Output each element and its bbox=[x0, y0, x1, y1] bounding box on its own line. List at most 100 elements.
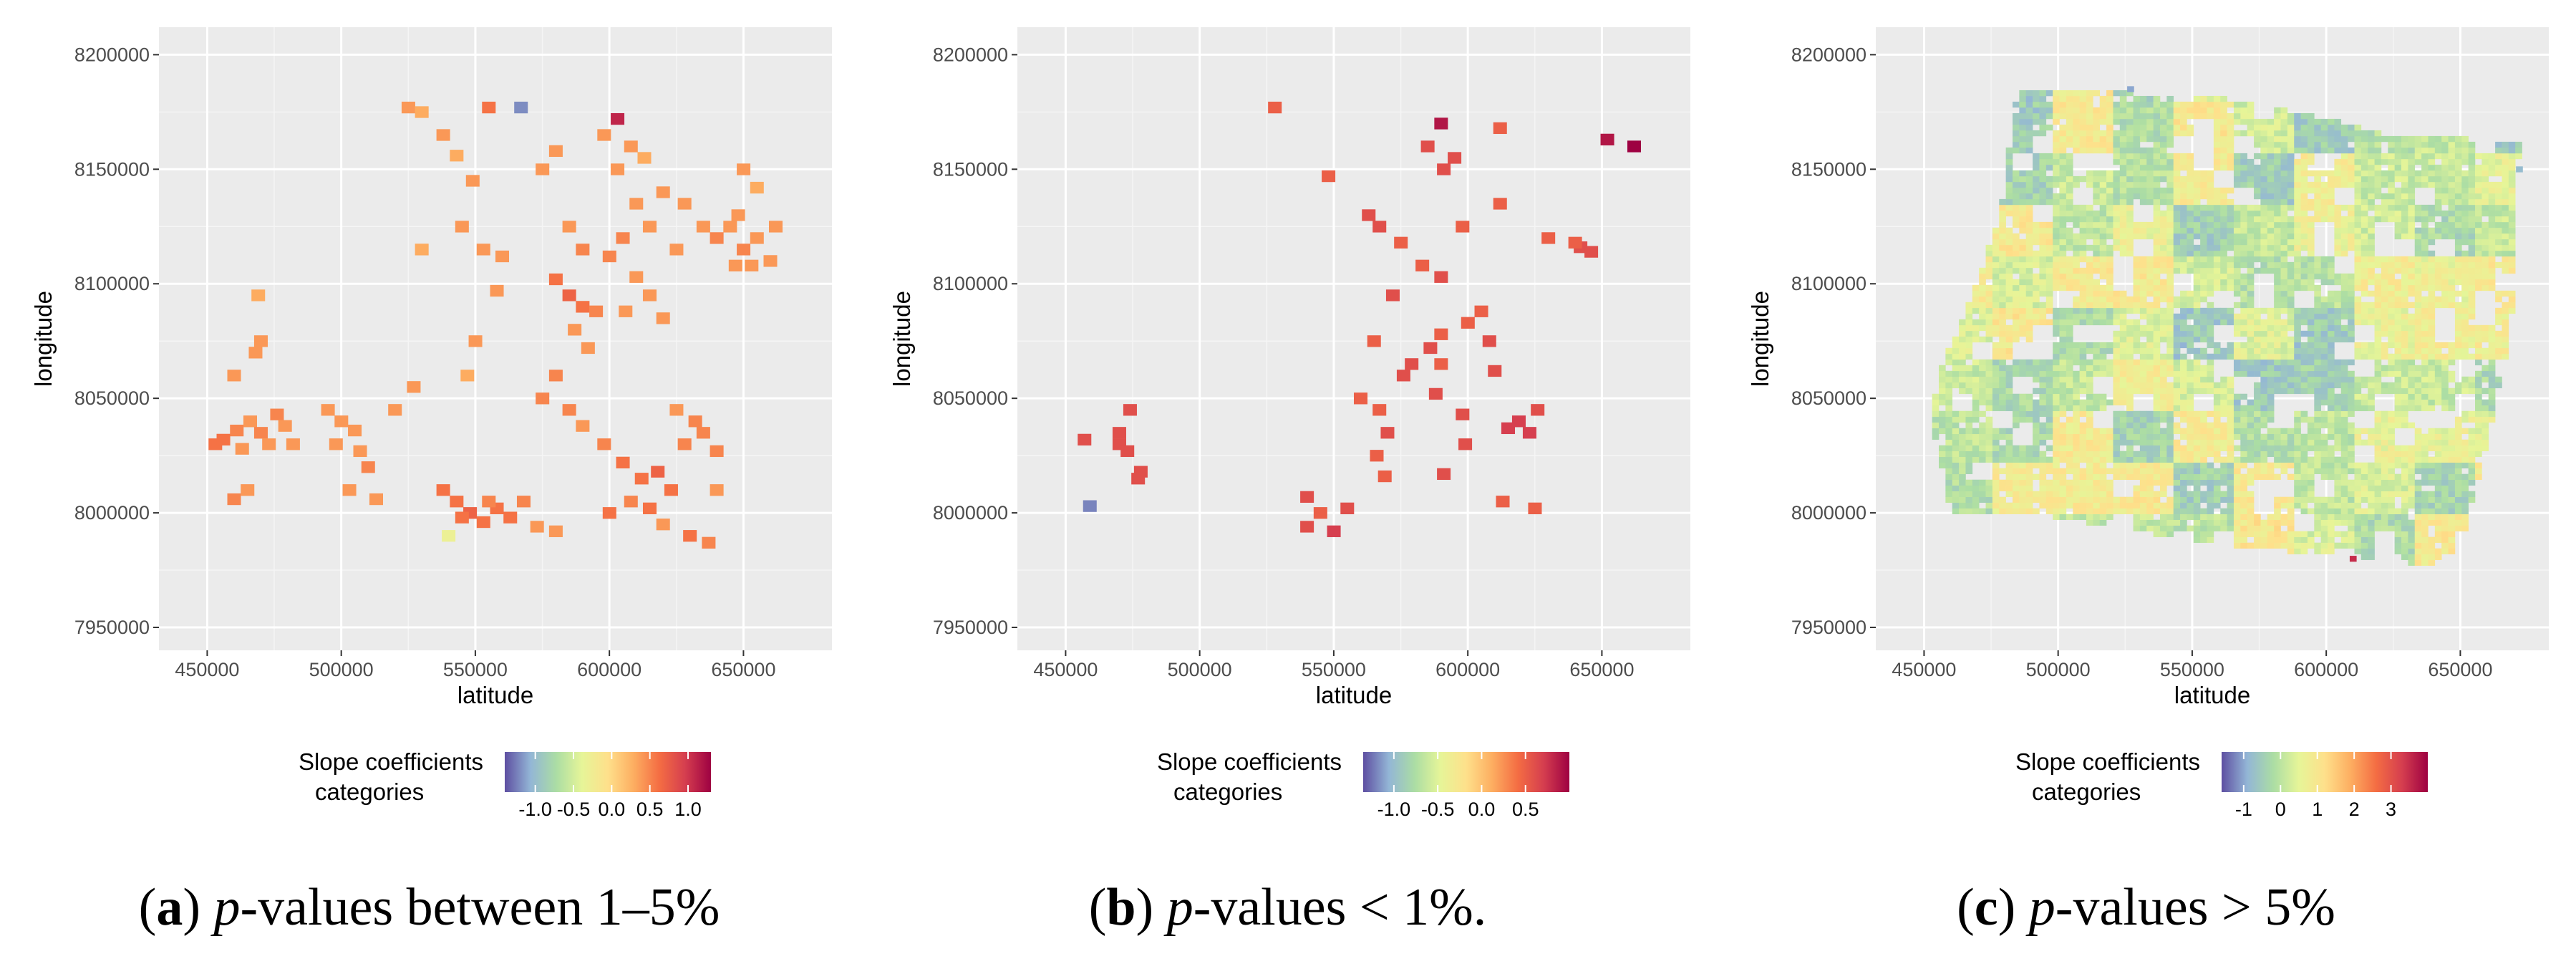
heatmap-cell bbox=[2099, 210, 2107, 217]
heatmap-cell bbox=[2166, 456, 2174, 463]
heatmap-cell bbox=[2213, 519, 2221, 526]
heatmap-cell bbox=[2294, 221, 2301, 228]
heatmap-cell bbox=[2428, 479, 2436, 486]
heatmap-cell bbox=[1972, 491, 1980, 497]
heatmap-cell bbox=[2274, 112, 2281, 120]
heatmap-cell bbox=[2454, 187, 2462, 194]
heatmap-cell bbox=[2374, 130, 2382, 137]
heatmap-cell bbox=[1945, 468, 1953, 475]
heatmap-cell bbox=[2233, 393, 2241, 400]
heatmap-cell bbox=[2133, 124, 2141, 131]
heatmap-cell bbox=[2200, 428, 2207, 435]
heatmap-cell bbox=[1972, 428, 1980, 435]
heatmap-cell bbox=[2307, 416, 2315, 423]
heatmap-cell bbox=[2045, 238, 2053, 246]
heatmap-cell bbox=[2388, 147, 2395, 154]
heatmap-cell bbox=[2139, 221, 2147, 228]
heatmap-cell bbox=[2099, 393, 2107, 400]
heatmap-cell bbox=[2005, 502, 2013, 508]
heatmap-cell bbox=[2408, 387, 2416, 395]
heatmap-cell bbox=[2139, 479, 2147, 486]
heatmap-cell bbox=[677, 198, 692, 210]
heatmap-cell bbox=[2401, 336, 2408, 343]
heatmap-cell bbox=[2045, 198, 2053, 206]
heatmap-cell bbox=[2012, 491, 2020, 497]
heatmap-cell bbox=[2106, 198, 2113, 206]
heatmap-cell bbox=[2388, 450, 2395, 458]
heatmap-cell bbox=[2133, 141, 2141, 148]
heatmap-cell bbox=[2033, 496, 2040, 503]
heatmap-cell bbox=[2381, 387, 2388, 395]
heatmap-cell bbox=[2381, 302, 2388, 309]
heatmap-cell bbox=[2334, 473, 2342, 481]
heatmap-cell bbox=[495, 250, 510, 263]
heatmap-cell bbox=[2099, 302, 2107, 309]
heatmap-cell bbox=[2340, 542, 2348, 549]
heatmap-cell bbox=[2233, 519, 2241, 526]
heatmap-cell bbox=[2193, 450, 2201, 458]
heatmap-cell bbox=[2059, 187, 2067, 194]
heatmap-cell bbox=[2073, 284, 2080, 291]
heatmap-cell bbox=[2280, 519, 2288, 526]
heatmap-cell bbox=[2340, 508, 2348, 514]
heatmap-cell bbox=[2059, 508, 2067, 514]
heatmap-cell bbox=[2434, 135, 2442, 143]
heatmap-cell bbox=[2454, 175, 2462, 183]
heatmap-cell bbox=[2220, 393, 2227, 400]
heatmap-cell bbox=[1979, 456, 1986, 463]
heatmap-cell bbox=[2254, 382, 2261, 389]
heatmap-cell bbox=[2093, 433, 2101, 440]
heatmap-cell bbox=[2401, 158, 2408, 165]
heatmap-cell bbox=[2461, 428, 2469, 435]
heatmap-cell bbox=[2166, 324, 2174, 332]
heatmap-cell bbox=[2461, 204, 2469, 211]
heatmap-cell bbox=[2240, 233, 2247, 240]
heatmap-cell bbox=[2133, 496, 2141, 503]
heatmap-cell bbox=[2133, 147, 2141, 154]
heatmap-cell bbox=[2314, 342, 2321, 349]
heatmap-cell bbox=[2408, 542, 2416, 549]
heatmap-cell bbox=[2328, 514, 2335, 520]
heatmap-cell bbox=[1999, 330, 2006, 337]
heatmap-cell bbox=[2093, 485, 2101, 492]
heatmap-cell bbox=[2381, 216, 2388, 223]
heatmap-cell bbox=[2334, 279, 2342, 286]
heatmap-cell bbox=[1300, 521, 1314, 533]
heatmap-cell bbox=[2005, 393, 2013, 400]
heatmap-cell bbox=[2073, 439, 2080, 446]
heatmap-cell bbox=[2113, 244, 2121, 251]
heatmap-cell bbox=[2193, 410, 2201, 418]
heatmap-cell bbox=[2360, 170, 2368, 177]
heatmap-cell bbox=[2414, 210, 2422, 217]
heatmap-cell bbox=[2388, 216, 2395, 223]
heatmap-cell bbox=[2368, 204, 2375, 211]
heatmap-cell bbox=[2348, 422, 2355, 429]
heatmap-cell bbox=[2448, 370, 2456, 377]
heatmap-cell bbox=[2461, 525, 2469, 531]
heatmap-cell bbox=[2314, 198, 2321, 206]
heatmap-cell bbox=[2300, 479, 2308, 486]
heatmap-cell bbox=[2360, 164, 2368, 171]
heatmap-cell bbox=[1952, 439, 1960, 446]
heatmap-cell bbox=[2126, 422, 2134, 429]
heatmap-cell bbox=[1434, 358, 1448, 370]
heatmap-cell bbox=[2227, 399, 2234, 406]
heatmap-cell bbox=[2300, 410, 2308, 418]
heatmap-cell bbox=[2113, 307, 2121, 314]
heatmap-cell bbox=[2401, 422, 2408, 429]
heatmap-cell bbox=[2019, 410, 2027, 418]
heatmap-cell bbox=[2260, 187, 2268, 194]
heatmap-cell bbox=[2340, 153, 2348, 160]
heatmap-cell bbox=[2260, 542, 2268, 549]
heatmap-cell bbox=[2354, 462, 2362, 469]
heatmap-cell bbox=[2025, 90, 2033, 97]
heatmap-cell bbox=[2220, 410, 2227, 418]
heatmap-cell bbox=[442, 530, 456, 542]
x-tick-label: 600000 bbox=[577, 659, 641, 680]
heatmap-cell bbox=[2320, 342, 2328, 349]
heatmap-cell bbox=[1985, 244, 1993, 251]
heatmap-cell bbox=[2106, 296, 2113, 303]
heatmap-cell bbox=[2328, 273, 2335, 280]
heatmap-cell bbox=[2025, 479, 2033, 486]
heatmap-cell bbox=[2019, 296, 2027, 303]
